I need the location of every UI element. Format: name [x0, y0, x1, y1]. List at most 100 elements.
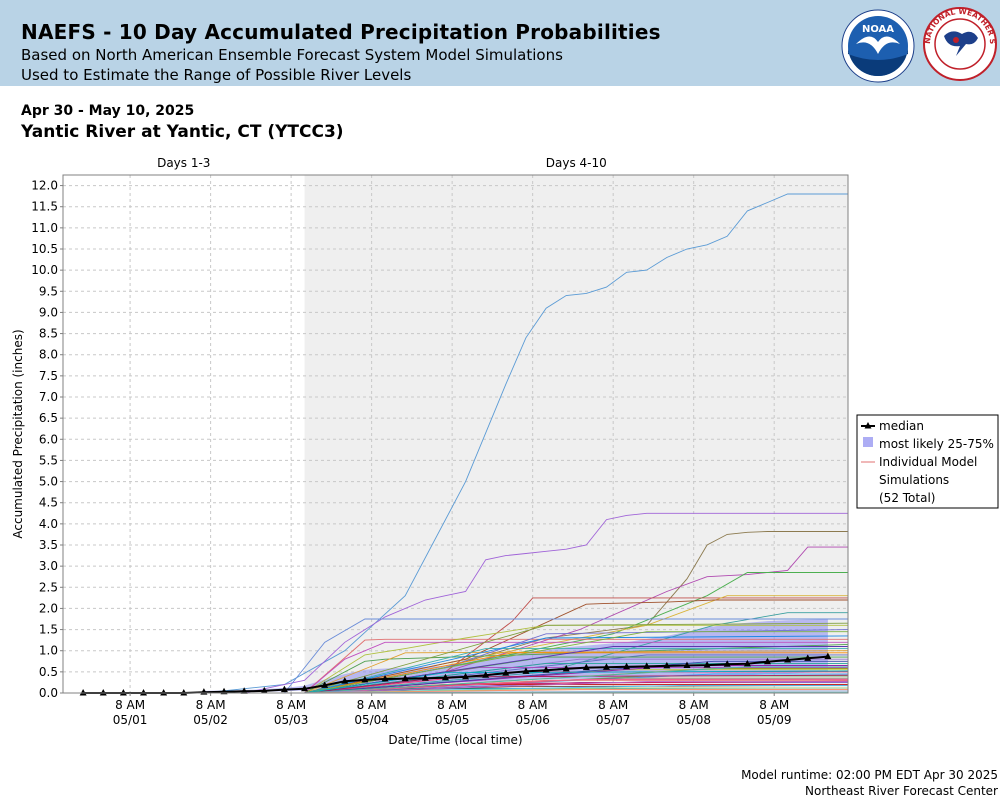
x-tick-time-label: 8 AM [437, 698, 467, 712]
median-point [301, 684, 309, 692]
legend-box [856, 414, 999, 509]
median-point [240, 687, 248, 694]
y-tick-label: 9.5 [39, 284, 58, 298]
page-subtitle-1: Based on North American Ensemble Forecas… [21, 46, 563, 64]
x-tick-date-label: 05/01 [113, 713, 148, 727]
y-tick-label: 5.5 [39, 453, 58, 467]
x-tick-time-label: 8 AM [357, 698, 387, 712]
seagull-icon [856, 36, 900, 54]
y-tick-label: 5.0 [39, 475, 58, 489]
x-tick-date-label: 05/06 [515, 713, 550, 727]
median-point [703, 661, 711, 668]
ensemble-line-13 [304, 641, 848, 694]
axes: 0.0 0.5 1.0 1.5 2.0 2.5 3.0 3.5 4.0 4.5 5.0 5.5 6.0 6… [11, 156, 849, 747]
legend: median most likely 25-75% Individual Model… [856, 414, 999, 509]
x-tick-time-label: 8 AM [679, 698, 709, 712]
ensemble-line-45 [304, 666, 848, 694]
x-tick-date-label: 05/03 [274, 713, 309, 727]
page-title: NAEFS - 10 Day Accumulated Precipitation… [21, 20, 661, 44]
y-tick-label: 3.5 [39, 538, 58, 552]
x-tick-time-label: 8 AM [518, 698, 548, 712]
y-tick-label: 3.0 [39, 559, 58, 573]
median-point [361, 675, 369, 683]
x-tick-time-label: 8 AM [759, 698, 789, 712]
y-tick-label: 6.0 [39, 432, 58, 446]
ensemble-line-15 [304, 650, 849, 694]
y-tick-label: 6.5 [39, 411, 58, 425]
median-point [260, 686, 268, 694]
x-tick-time-label: 8 AM [276, 698, 306, 712]
median-point [99, 689, 107, 696]
median-point [280, 685, 288, 693]
y-tick-label: 7.0 [39, 390, 58, 404]
median-point [723, 660, 731, 667]
median-point [79, 689, 87, 696]
x-tick-date-label: 05/02 [193, 713, 228, 727]
median-point [401, 674, 409, 682]
median-point [623, 662, 631, 670]
legend-median-label: median [879, 419, 924, 433]
x-tick-date-label: 05/08 [676, 713, 711, 727]
ensemble-line-10 [304, 638, 848, 694]
date-range: Apr 30 - May 10, 2025 [21, 103, 195, 119]
ensemble-line-44 [304, 679, 848, 694]
median-point [763, 657, 771, 665]
y-tick-label: 12.0 [31, 179, 58, 193]
y-tick-label: 11.0 [31, 221, 58, 235]
storm-cloud-icon [944, 31, 978, 56]
y-tick-label: 0.5 [39, 665, 58, 679]
median-point [743, 659, 751, 667]
page-subtitle-2: Used to Estimate the Range of Possible R… [21, 66, 412, 84]
x-axis-title: Date/Time (local time) [388, 733, 522, 747]
legend-median-marker [864, 422, 872, 429]
x-tick-date-label: 05/07 [596, 713, 631, 727]
median-point [160, 689, 168, 696]
y-axis-title: Accumulated Precipitation (inches) [11, 329, 25, 538]
y-tick-label: 8.5 [39, 327, 58, 341]
y-tick-label: 1.5 [39, 623, 58, 637]
median-point [663, 661, 671, 669]
noaa-logo-text: NOAA [862, 24, 894, 35]
median-point [542, 666, 550, 673]
ensemble-line-46 [304, 681, 848, 694]
y-tick-label: 2.5 [39, 580, 58, 594]
period-label: Days 4-10 [546, 156, 607, 170]
median-point [381, 675, 389, 682]
band-25-75 [203, 619, 828, 693]
ensemble-line-38 [304, 646, 848, 694]
median-point [824, 652, 832, 660]
median-point [421, 674, 429, 681]
y-tick-label: 11.5 [31, 200, 58, 214]
ensemble-line-11 [284, 618, 848, 694]
y-tick-label: 10.5 [31, 242, 58, 256]
x-tick-time-label: 8 AM [115, 698, 145, 712]
ensemble-line-8 [304, 599, 848, 694]
median-point [643, 662, 651, 669]
median-point [441, 673, 449, 681]
median-point [522, 667, 530, 674]
ensemble-line-39 [304, 635, 849, 694]
ensemble-line-2 [244, 512, 848, 694]
plot-area [63, 175, 849, 696]
median-point [502, 669, 510, 676]
nws-logo: NATIONAL WEATHER SERVICE [922, 6, 997, 81]
median-point [119, 689, 127, 696]
y-tick-label: 9.0 [39, 305, 58, 319]
ensemble-line-18 [304, 622, 849, 694]
median-point [582, 663, 590, 671]
median-line [83, 655, 828, 694]
y-tick-label: 0.0 [39, 686, 58, 700]
median-point [180, 689, 188, 696]
ensemble-line-40 [304, 631, 848, 694]
legend-individual-label-3: (52 Total) [879, 491, 935, 505]
ensemble-line-42 [304, 670, 849, 694]
median-point [482, 671, 490, 678]
median-point [321, 681, 329, 688]
y-tick-label: 7.5 [39, 369, 58, 383]
x-tick-date-label: 05/04 [354, 713, 389, 727]
days-4-10-shading [304, 175, 848, 693]
y-tick-label: 4.0 [39, 517, 58, 531]
ensemble-line-47 [304, 684, 848, 694]
median-point [462, 672, 470, 680]
ensemble-line-1 [203, 193, 848, 694]
